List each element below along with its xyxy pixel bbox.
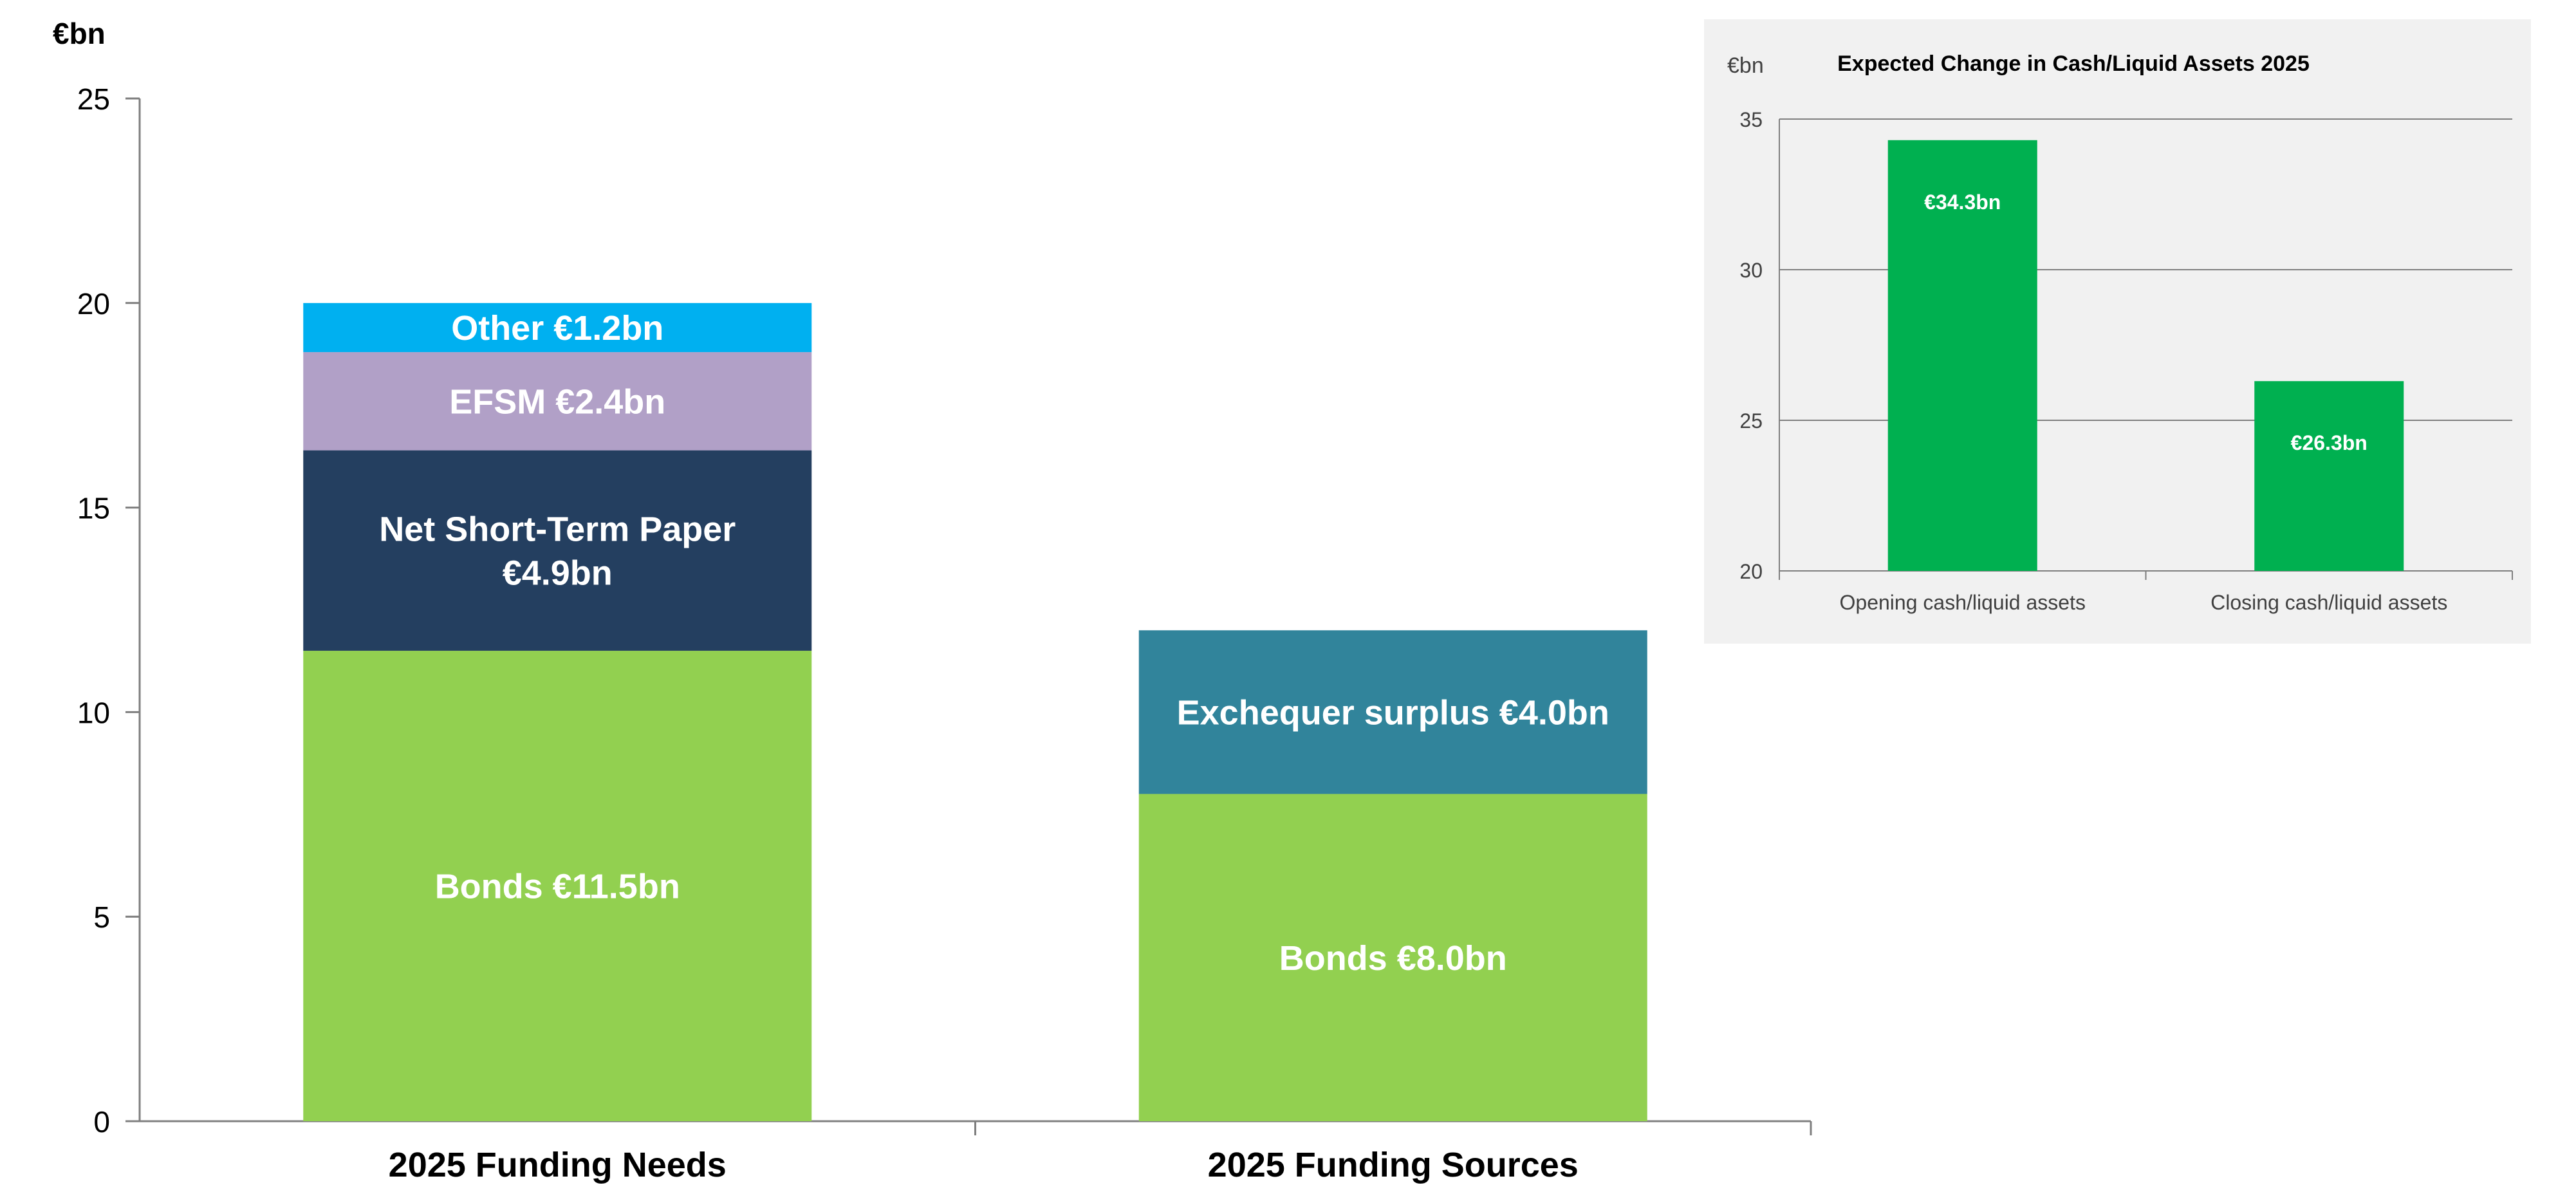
bar-segment-net-short-term-paper-0 (303, 450, 812, 651)
bar-segment-label-line: Net Short-Term Paper (379, 510, 736, 548)
main-category-label: 2025 Funding Needs (389, 1146, 727, 1184)
bar-segment-bonds-1 (1138, 794, 1647, 1121)
bar-segment-label: Exchequer surplus €4.0bn (1177, 693, 1609, 732)
bar-segment-label-line: Other €1.2bn (451, 309, 663, 348)
inset-bar-1 (2254, 381, 2404, 571)
bar-segment-label: EFSM €2.4bn (449, 382, 665, 421)
bar-segment-label-line: EFSM €2.4bn (449, 382, 665, 421)
bar-segment-label-line: Bonds €8.0bn (1279, 939, 1507, 978)
inset-chart-panel: €bn Expected Change in Cash/Liquid Asset… (1704, 19, 2531, 644)
bar-segment-label: Net Short-Term Paper €4.9bn (379, 510, 736, 592)
inset-category-label: Closing cash/liquid assets (2210, 591, 2447, 614)
inset-chart-title: Expected Change in Cash/Liquid Assets 20… (1837, 51, 2310, 76)
inset-y-tick-label: 35 (1739, 108, 1763, 131)
main-y-tick-label: 5 (93, 900, 110, 934)
inset-y-tick-label: 20 (1739, 560, 1763, 583)
inset-bar-value-label: €34.3bn (1924, 191, 2001, 214)
inset-bar-0 (1887, 140, 2037, 571)
bar-segment-efsm-0 (303, 352, 812, 451)
main-y-tick-label: 25 (77, 82, 110, 116)
inset-y-tick-label: 25 (1739, 409, 1763, 433)
bar-segment-other-0 (303, 303, 812, 353)
main-y-tick-label: 10 (77, 696, 110, 729)
cash-assets-chart: €bn Expected Change in Cash/Liquid Asset… (1727, 51, 2513, 614)
bar-segment-label-line: Exchequer surplus €4.0bn (1177, 693, 1609, 732)
funding-chart: €bn 0 5 10 15 20 25 Bonds €11.5bn Net Short-Te… (53, 17, 1812, 1184)
main-y-tick-label: 20 (77, 287, 110, 321)
bar-segment-label: Bonds €11.5bn (435, 868, 680, 906)
bar-segment-label-line: Bonds €11.5bn (435, 868, 680, 906)
main-y-axis-unit: €bn (53, 17, 106, 50)
inset-y-tick-label: 30 (1739, 259, 1763, 282)
inset-category-label: Opening cash/liquid assets (1840, 591, 2086, 614)
inset-bars: €34.3bn Opening cash/liquid assets €26.3bn… (1840, 140, 2447, 614)
bar-segment-label: Other €1.2bn (451, 309, 663, 348)
bar-segment-bonds-0 (303, 651, 812, 1121)
main-category-label: 2025 Funding Sources (1208, 1146, 1579, 1184)
main-bars (303, 303, 1647, 1121)
main-y-tick-label: 0 (93, 1105, 110, 1139)
inset-y-axis-unit: €bn (1727, 53, 1764, 78)
bar-segment-exchequer-surplus-1 (1138, 630, 1647, 794)
bar-segment-label-line: €4.9bn (503, 554, 613, 592)
inset-bar-value-label: €26.3bn (2291, 431, 2368, 454)
main-y-tick-label: 15 (77, 492, 110, 525)
bar-segment-label: Bonds €8.0bn (1279, 939, 1507, 978)
main-bar-labels: Bonds €11.5bn Net Short-Term Paper €4.9bn E… (379, 309, 1609, 1184)
